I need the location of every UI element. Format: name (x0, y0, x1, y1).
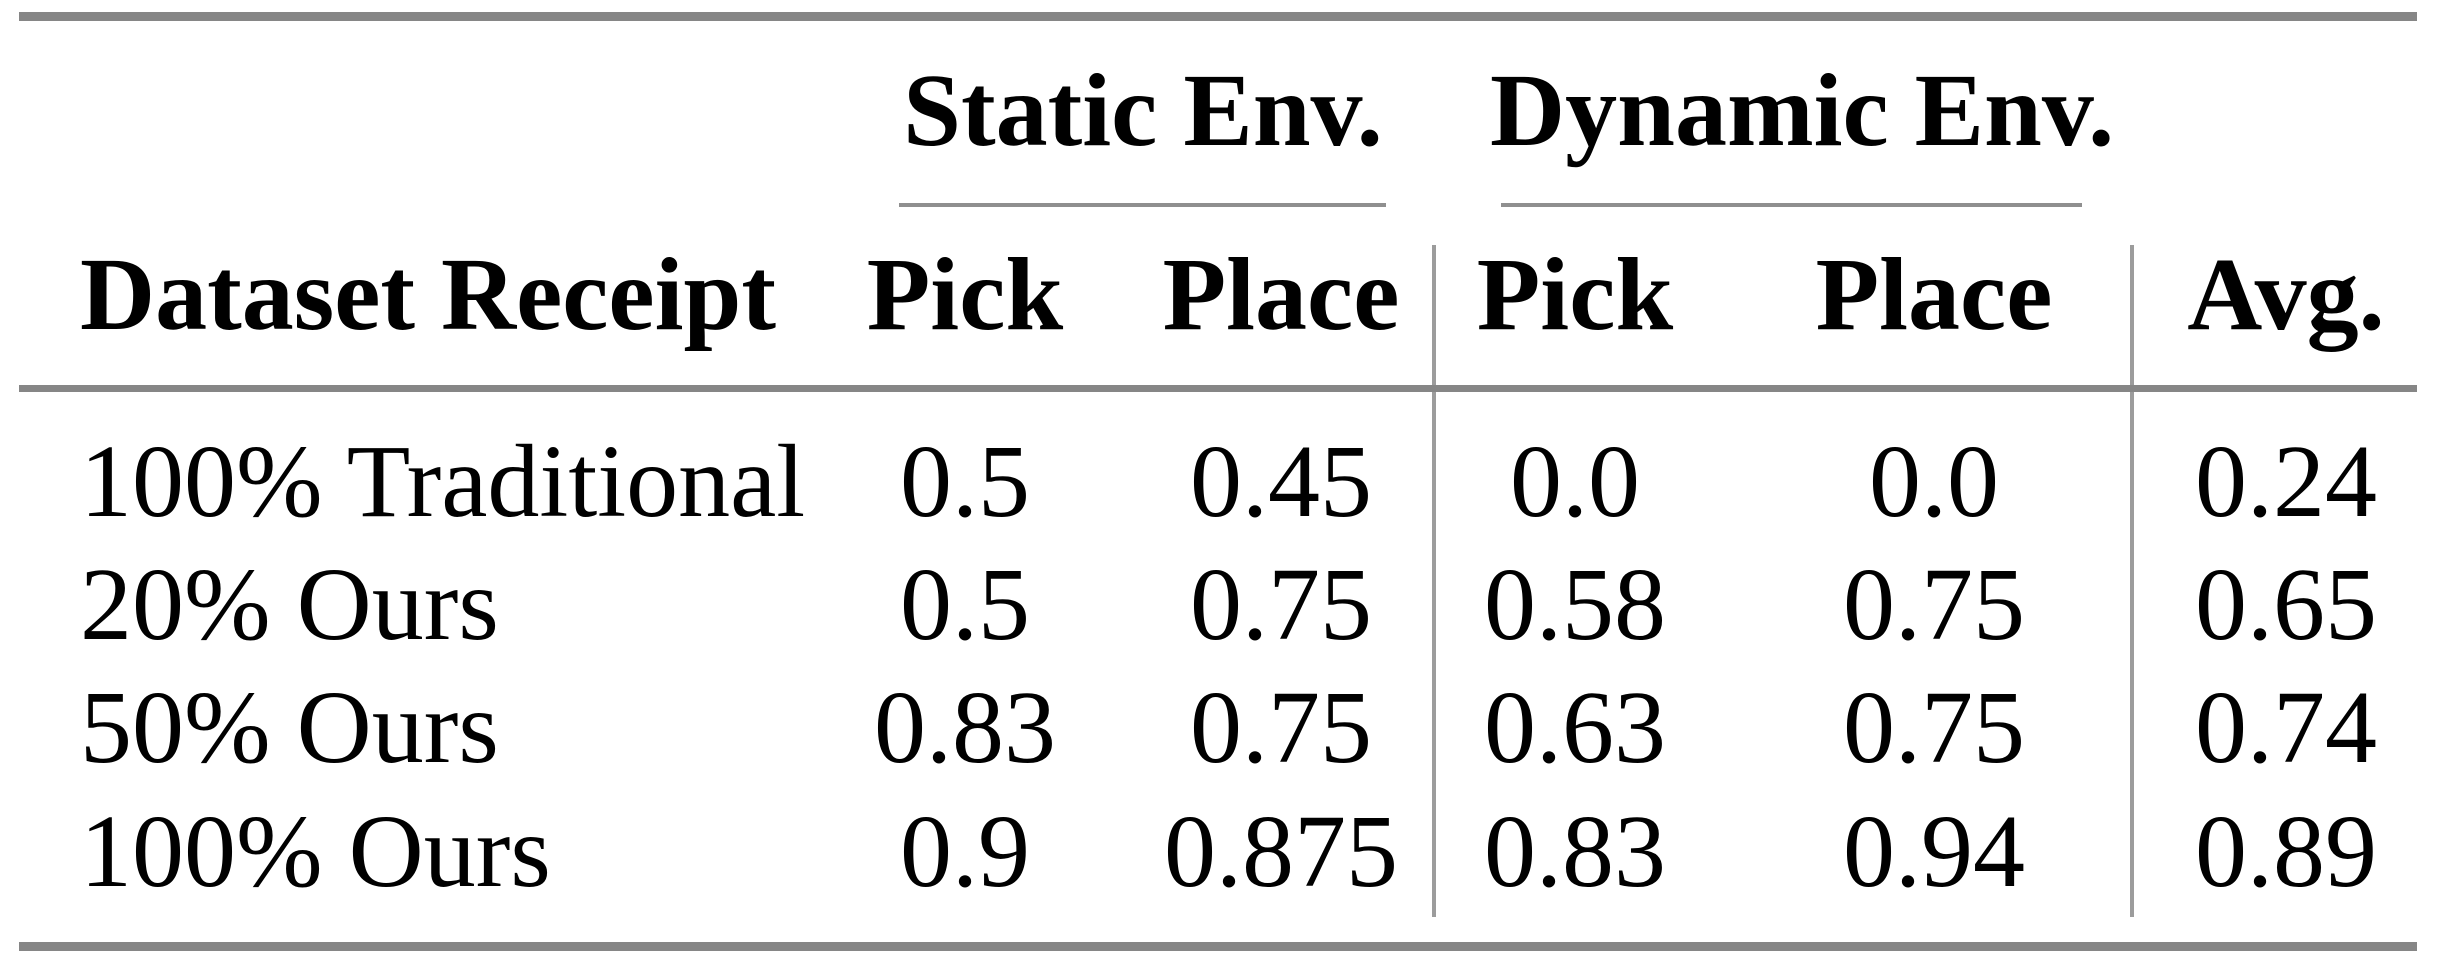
cell-dynamic-place: 0.75 (1843, 547, 2025, 662)
row-label: 20% Ours (80, 547, 499, 662)
row-label: 100% Ours (80, 794, 551, 909)
column-separator-2 (2130, 245, 2134, 917)
cell-dynamic-pick: 0.63 (1484, 670, 1666, 785)
cell-dynamic-pick: 0.0 (1510, 424, 1640, 539)
column-separator-1 (1432, 245, 1436, 917)
cell-avg: 0.24 (2195, 424, 2377, 539)
header-static-pick: Pick (866, 237, 1064, 352)
cell-static-place: 0.75 (1190, 547, 1372, 662)
dynamic-env-underline (1501, 203, 2082, 207)
cell-dynamic-place: 0.94 (1843, 794, 2025, 909)
cell-static-place: 0.875 (1164, 794, 1398, 909)
cell-static-pick: 0.5 (900, 547, 1030, 662)
group-header-dynamic-env: Dynamic Env. (1490, 53, 2115, 168)
header-rule (19, 385, 2417, 392)
row-label: 50% Ours (80, 670, 499, 785)
cell-static-place: 0.75 (1190, 670, 1372, 785)
static-env-underline (899, 203, 1386, 207)
cell-avg: 0.74 (2195, 670, 2377, 785)
header-static-place: Place (1162, 237, 1400, 352)
cell-avg: 0.89 (2195, 794, 2377, 909)
cell-static-pick: 0.5 (900, 424, 1030, 539)
cell-dynamic-pick: 0.83 (1484, 794, 1666, 909)
cell-static-place: 0.45 (1190, 424, 1372, 539)
row-label: 100% Traditional (80, 424, 806, 539)
top-rule (19, 12, 2417, 21)
cell-dynamic-place: 0.75 (1843, 670, 2025, 785)
bottom-rule (19, 942, 2417, 951)
header-dynamic-pick: Pick (1476, 237, 1674, 352)
cell-dynamic-pick: 0.58 (1484, 547, 1666, 662)
group-header-static-env: Static Env. (903, 53, 1383, 168)
cell-avg: 0.65 (2195, 547, 2377, 662)
cell-static-pick: 0.83 (874, 670, 1056, 785)
header-dataset-receipt: Dataset Receipt (80, 237, 776, 352)
header-avg: Avg. (2187, 237, 2385, 352)
header-dynamic-place: Place (1815, 237, 2053, 352)
cell-dynamic-place: 0.0 (1869, 424, 1999, 539)
cell-static-pick: 0.9 (900, 794, 1030, 909)
